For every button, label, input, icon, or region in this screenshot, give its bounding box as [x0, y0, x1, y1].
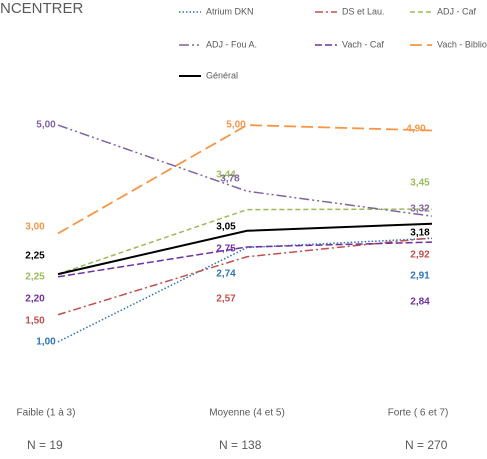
data-label: 1,50: [25, 316, 45, 327]
chart-title: NCENTRER: [0, 0, 84, 17]
data-label: 2,91: [410, 271, 430, 282]
annotation: N = 19: [27, 438, 63, 452]
x-tick-label: Faible (1 à 3): [17, 408, 76, 419]
legend-label: ADJ - Caf: [437, 6, 477, 16]
annotation: N = 138: [219, 438, 262, 452]
x-tick-label: Moyenne (4 et 5): [209, 408, 285, 419]
data-label: 3,00: [25, 222, 45, 233]
data-label: 5,00: [36, 120, 56, 131]
series-line: [57, 124, 433, 217]
series-line: [57, 208, 433, 275]
data-label: 2,20: [25, 294, 45, 305]
legend-label: ADJ - Fou A.: [206, 39, 257, 49]
series-line: [57, 222, 433, 276]
data-label: 1,00: [36, 337, 56, 348]
data-label: 4,90: [406, 124, 426, 135]
legend-label: Général: [206, 70, 238, 80]
data-label: 3,78: [220, 174, 240, 185]
data-label: 3,05: [216, 222, 236, 233]
data-label: 2,84: [410, 297, 430, 308]
data-label: 3,32: [410, 204, 430, 215]
annotation: N = 270: [405, 438, 448, 452]
data-label: 5,00: [226, 120, 246, 131]
data-label: 3,18: [410, 228, 430, 239]
data-label: 2,57: [216, 294, 236, 305]
series-line: [57, 241, 433, 278]
series-line: [57, 124, 433, 235]
data-label: 2,25: [25, 251, 45, 262]
legend-label: Atrium DKN: [206, 6, 254, 16]
series-line: [57, 237, 433, 316]
series-line: [57, 237, 433, 343]
data-label: 3,45: [410, 178, 430, 189]
data-label: 2,92: [410, 250, 430, 261]
data-label: 2,75: [216, 244, 236, 255]
data-label: 3,44: [216, 170, 236, 181]
legend-label: DS et Lau.: [342, 6, 385, 16]
legend-label: Vach - Biblio: [437, 39, 487, 49]
legend-label: Vach - Caf: [342, 39, 384, 49]
data-label: 2,74: [216, 269, 236, 280]
x-tick-label: Forte ( 6 et 7): [388, 408, 449, 419]
data-label: 2,25: [25, 272, 45, 283]
